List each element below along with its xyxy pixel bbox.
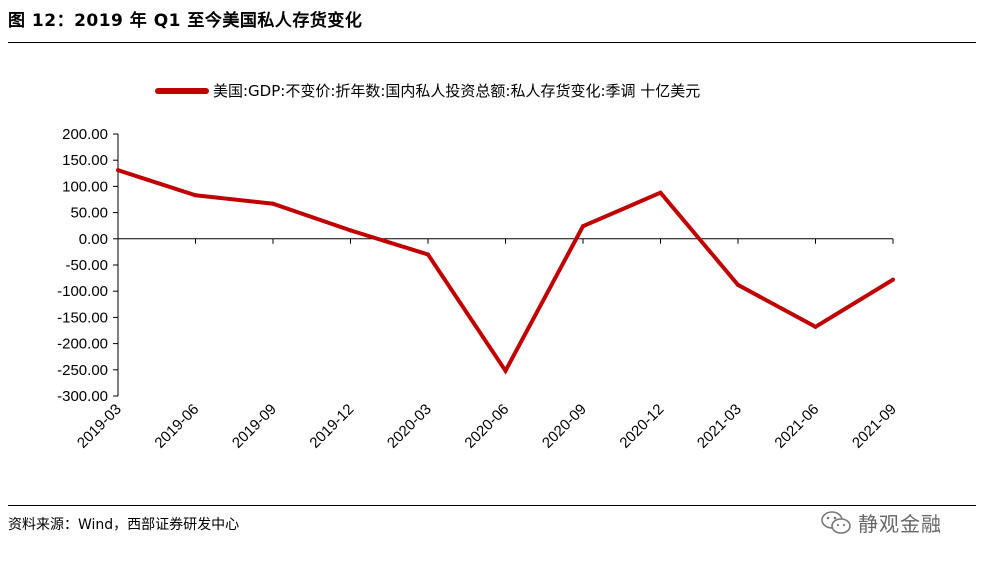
y-tick-label: 0.00 [79, 231, 108, 248]
data-point [426, 252, 430, 257]
x-tick-label: 2021-06 [771, 401, 822, 452]
title-divider [8, 42, 976, 43]
x-tick-label: 2019-03 [74, 401, 125, 452]
y-tick-label: 200.00 [62, 126, 108, 143]
data-point [193, 193, 198, 198]
footer-divider [8, 505, 976, 506]
data-point [736, 282, 740, 287]
source-note: 资料来源：Wind，西部证券研发中心 [8, 517, 240, 533]
y-tick-label: -150.00 [57, 309, 108, 326]
y-tick-label: 150.00 [62, 152, 108, 169]
x-tick-label: 2019-06 [151, 401, 202, 452]
legend-swatch [155, 87, 209, 94]
watermark: 静观金融 [820, 508, 942, 537]
legend: 美国:GDP:不变价:折年数:国内私人投资总额:私人存货变化:季调 十亿美元 [155, 80, 700, 101]
x-tick-label: 2019-12 [306, 401, 357, 452]
data-point [503, 368, 508, 373]
data-point [658, 190, 663, 195]
y-tick-label: 50.00 [70, 205, 108, 222]
x-tick-label: 2021-09 [849, 401, 900, 452]
y-tick-label: 100.00 [62, 178, 108, 195]
watermark-text: 静观金融 [858, 512, 942, 536]
x-tick-label: 2020-03 [384, 401, 435, 452]
y-tick-label: -50.00 [65, 257, 108, 274]
y-tick-label: -300.00 [57, 388, 108, 405]
wechat-icon [821, 510, 851, 534]
data-point [813, 324, 818, 329]
data-point [348, 228, 353, 233]
figure-title: 图 12：2019 年 Q1 至今美国私人存货变化 [8, 11, 363, 31]
data-point [271, 201, 275, 206]
x-tick-label: 2020-09 [539, 401, 590, 452]
data-point [116, 168, 120, 173]
series-line [117, 168, 895, 375]
legend-label: 美国:GDP:不变价:折年数:国内私人投资总额:私人存货变化:季调 十亿美元 [213, 82, 701, 100]
x-tick-label: 2021-03 [694, 401, 745, 452]
x-tick-label: 2019-09 [229, 401, 280, 452]
y-tick-label: -100.00 [57, 283, 108, 300]
x-tick-label: 2020-06 [461, 401, 512, 452]
y-tick-label: -250.00 [57, 362, 108, 379]
x-tick-label: 2020-12 [616, 401, 667, 452]
data-point [891, 277, 895, 282]
y-tick-label: -200.00 [57, 336, 108, 353]
data-point [581, 224, 585, 229]
